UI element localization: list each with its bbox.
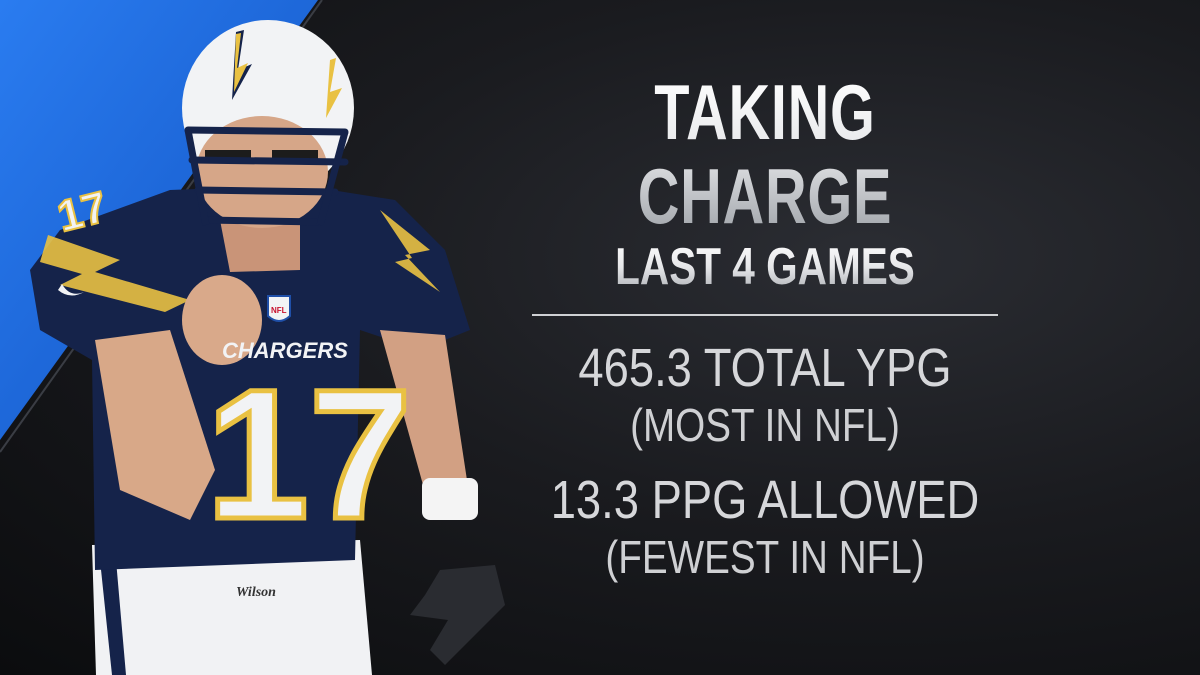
stat-ppg-allowed: 13.3 PPG ALLOWED — [550, 470, 980, 530]
pants — [92, 540, 372, 675]
graphic-subtitle: LAST 4 GAMES — [558, 238, 971, 296]
jersey-number: 17 — [206, 352, 412, 558]
belt-brand: Wilson — [236, 585, 276, 600]
stats-panel: TAKING CHARGE LAST 4 GAMES 465.3 TOTAL Y… — [500, 70, 1030, 584]
svg-text:NFL: NFL — [271, 306, 287, 315]
divider-line — [532, 314, 998, 316]
nfl-shield-icon — [267, 295, 291, 322]
stat-total-ypg: 465.3 TOTAL YPG — [578, 338, 952, 398]
jersey-wordmark: CHARGERS — [222, 338, 348, 363]
player-photo: 17 17 CHARGERS NFL Wilson — [30, 20, 505, 675]
stat-ppg-allowed-note: (FEWEST IN NFL) — [605, 531, 925, 583]
swoosh-icon — [58, 284, 84, 296]
graphic-title: TAKING CHARGE — [569, 70, 961, 238]
stat-total-ypg-note: (MOST IN NFL) — [630, 399, 900, 451]
